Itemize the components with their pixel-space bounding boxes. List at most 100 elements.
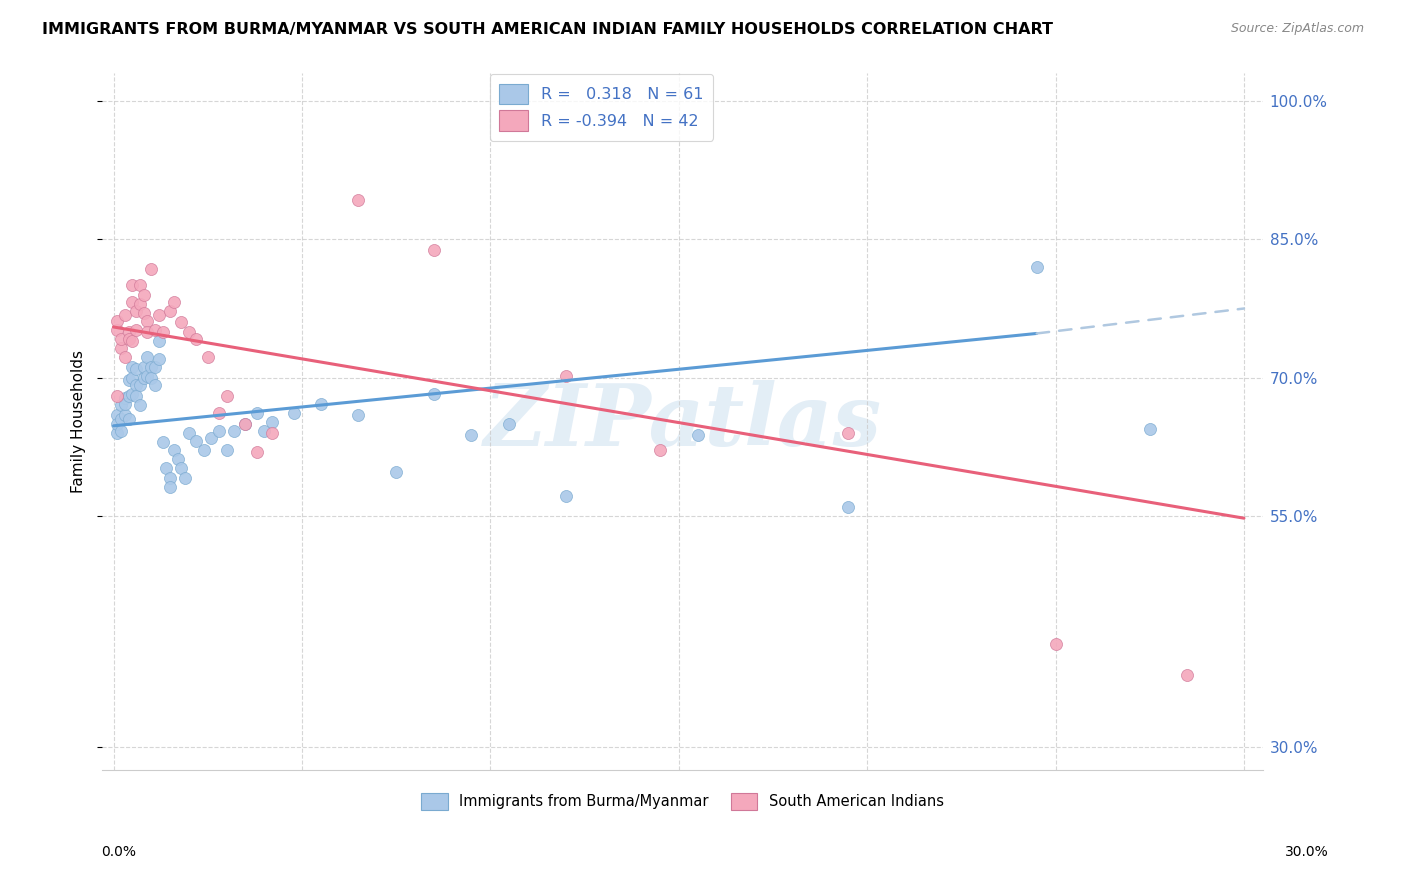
Point (114, 391, 136, 405)
Point (260, 426, 283, 441)
Point (159, 470, 181, 484)
Point (136, 325, 159, 339)
Point (423, 387, 446, 401)
Text: Source: ZipAtlas.com: Source: ZipAtlas.com (1230, 22, 1364, 36)
Point (170, 461, 193, 475)
Point (105, 389, 128, 403)
Point (347, 408, 370, 422)
Point (110, 341, 132, 355)
Point (1045, 637, 1067, 651)
Point (132, 359, 155, 374)
Point (174, 470, 197, 484)
Point (260, 415, 283, 429)
Point (235, 417, 257, 431)
Point (114, 308, 136, 322)
Point (128, 278, 150, 293)
Point (128, 378, 150, 392)
Point (837, 426, 859, 441)
Point (1139, 421, 1161, 435)
Point (121, 387, 143, 401)
Point (121, 359, 143, 374)
Point (117, 412, 139, 426)
Point (166, 452, 188, 467)
Point (152, 325, 174, 339)
Point (141, 359, 163, 374)
Point (105, 408, 128, 422)
Point (125, 378, 148, 392)
Point (148, 352, 170, 367)
Point (253, 425, 276, 439)
Point (105, 323, 128, 337)
Point (105, 417, 128, 431)
Point (136, 351, 159, 365)
Point (121, 295, 143, 310)
Point (148, 334, 170, 348)
Point (117, 332, 139, 346)
Text: 30.0%: 30.0% (1285, 846, 1329, 859)
Point (114, 408, 136, 422)
Point (155, 461, 177, 475)
Point (125, 361, 148, 376)
Point (125, 304, 148, 318)
Point (143, 359, 166, 374)
Text: IMMIGRANTS FROM BURMA/MYANMAR VS SOUTH AMERICAN INDIAN FAMILY HOUSEHOLDS CORRELA: IMMIGRANTS FROM BURMA/MYANMAR VS SOUTH A… (42, 22, 1053, 37)
Point (128, 399, 150, 413)
Point (117, 325, 139, 339)
Point (498, 417, 520, 431)
Point (132, 287, 155, 301)
Point (110, 399, 132, 413)
Legend: Immigrants from Burma/Myanmar, South American Indians: Immigrants from Burma/Myanmar, South Ame… (416, 787, 949, 815)
Point (105, 426, 128, 441)
Point (554, 368, 576, 383)
Point (186, 434, 208, 448)
Point (121, 371, 143, 385)
Point (136, 368, 159, 383)
Point (215, 442, 238, 457)
Point (208, 425, 231, 439)
Point (136, 313, 159, 327)
Point (114, 351, 136, 365)
Point (105, 313, 128, 327)
Point (121, 278, 143, 293)
Point (1177, 668, 1199, 682)
Point (159, 480, 181, 494)
Point (837, 500, 859, 514)
Point (125, 389, 148, 403)
Point (163, 295, 186, 310)
Point (235, 417, 257, 431)
Point (152, 435, 174, 450)
Text: ZIPatlas: ZIPatlas (484, 380, 882, 464)
Point (114, 397, 136, 411)
Point (193, 442, 215, 457)
Point (215, 389, 238, 403)
Text: 0.0%: 0.0% (101, 846, 136, 859)
Point (163, 442, 186, 457)
Point (177, 426, 200, 441)
Point (246, 444, 269, 458)
Point (110, 412, 132, 426)
Point (686, 428, 709, 442)
Point (143, 323, 166, 337)
Point (283, 406, 305, 420)
Point (648, 442, 671, 457)
Point (186, 332, 208, 346)
Point (110, 425, 132, 439)
Point (128, 297, 150, 311)
Point (222, 425, 245, 439)
Point (132, 371, 155, 385)
Point (159, 304, 181, 318)
Point (246, 406, 269, 420)
Point (208, 406, 231, 420)
Point (141, 261, 163, 276)
Point (125, 323, 148, 337)
Point (117, 373, 139, 387)
Point (132, 306, 155, 320)
Point (141, 371, 163, 385)
Point (143, 378, 166, 392)
Point (309, 397, 332, 411)
Y-axis label: Family Households: Family Households (72, 351, 86, 493)
Point (177, 325, 200, 339)
Point (423, 244, 446, 258)
Point (117, 389, 139, 403)
Point (1025, 260, 1047, 274)
